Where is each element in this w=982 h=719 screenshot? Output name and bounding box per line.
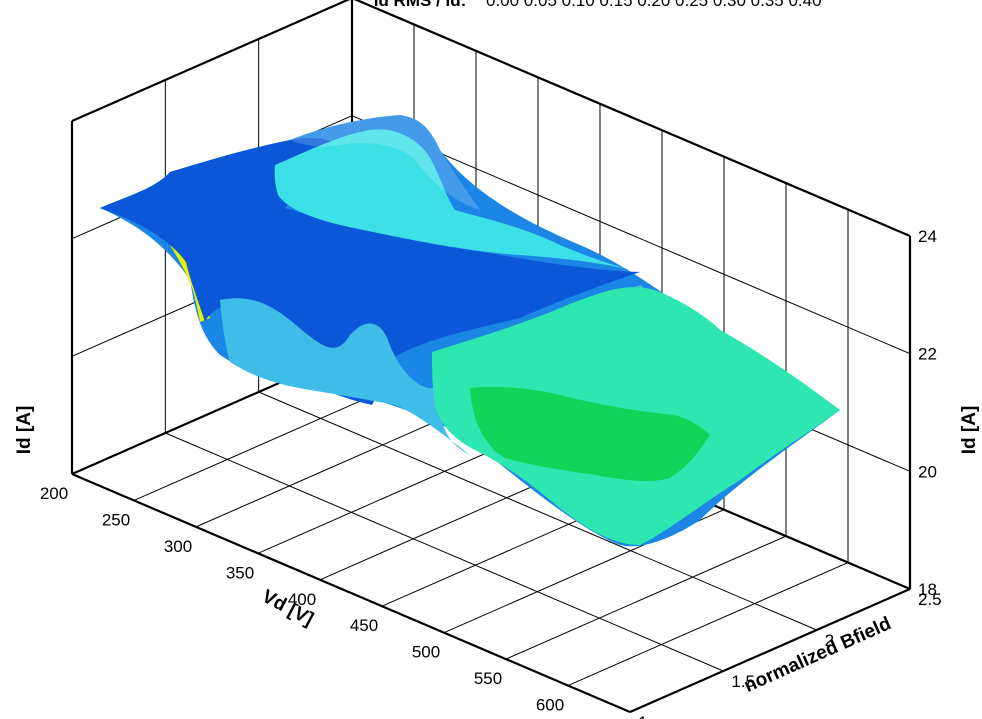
z-tick-label: 24 [918, 227, 937, 246]
xz-wall-hline [351, 115, 911, 355]
x-tick-label: 550 [474, 669, 502, 688]
chart-title: Id RMS / Id: [374, 0, 467, 10]
y-tick-label: 1.5 [731, 672, 755, 691]
z-tick-label: 18 [918, 580, 937, 599]
surface-ridge-shading [290, 115, 480, 210]
y-tick-label: 2 [825, 631, 834, 650]
frame-edge-y-top-left [71, 0, 351, 123]
floor-y-line [165, 432, 724, 672]
z-axis-label-right: Id [A] [959, 406, 980, 455]
z-axis-label-left: Id [A] [14, 406, 35, 455]
y-tick-label: 2.5 [918, 590, 942, 609]
x-tick-label: 200 [40, 484, 68, 503]
floor-x-line [567, 562, 849, 687]
floor-x-line [505, 535, 787, 660]
x-tick-label: 400 [288, 590, 316, 609]
floor-y-line [258, 391, 817, 631]
x-tick-label: 600 [536, 696, 564, 715]
z-tick-label: 22 [918, 345, 937, 364]
frame-edge-x-front [71, 472, 631, 714]
y-axis-ticks: 1 1.5 2 2.5 [638, 590, 942, 719]
surface-region-green [470, 386, 710, 481]
surface-region-cyan [274, 129, 640, 272]
frame-edge-y-right [629, 587, 911, 714]
surface-region-deep-blue [100, 138, 640, 405]
frame-edge-x-top-back [353, 0, 911, 238]
id-surface [100, 115, 840, 547]
x-tick-label: 350 [226, 563, 254, 582]
x-axis-ticks: 200250300350400450500550600650 [40, 484, 564, 715]
x-tick-label: 300 [164, 537, 192, 556]
y-axis-label: normalized Bfield [741, 613, 894, 697]
z-tick-label: 20 [918, 462, 937, 481]
legend-levels: 0.00 0.05 0.10 0.15 0.20 0.25 0.30 0.35 … [486, 0, 822, 10]
x-tick-label: 250 [102, 510, 130, 529]
chart-title-group: Id RMS / Id: 0.00 0.05 0.10 0.15 0.20 0.… [374, 0, 822, 10]
z-axis-ticks: 18 20 22 24 [918, 227, 937, 599]
y-tick-label: 1 [638, 713, 647, 719]
x-tick-label: 450 [350, 616, 378, 635]
x-tick-label: 500 [412, 643, 440, 662]
